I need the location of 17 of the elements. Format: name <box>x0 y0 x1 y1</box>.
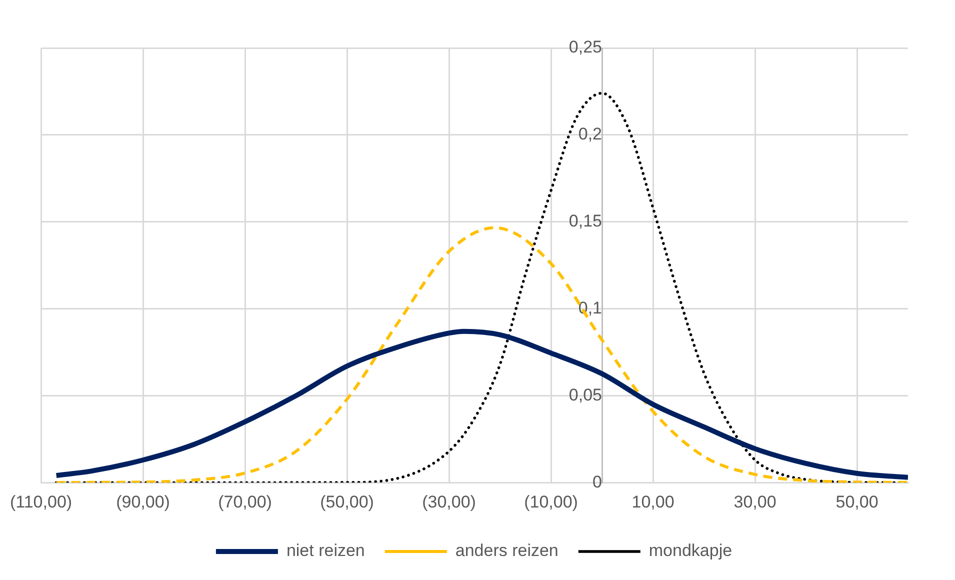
y-tick-label: 0,05 <box>568 385 602 404</box>
x-tick-label: (110,00) <box>10 492 72 512</box>
x-tick-label: (50,00) <box>320 492 374 512</box>
x-tick-label: 30,00 <box>734 492 776 512</box>
legend-label: anders reizen <box>455 541 558 560</box>
y-tick-label: 0,25 <box>568 38 602 57</box>
x-tick-label: (30,00) <box>422 492 476 512</box>
y-tick-label: 0 <box>592 472 602 492</box>
x-tick-label: (90,00) <box>116 492 170 512</box>
x-tick-label: 10,00 <box>632 492 674 512</box>
legend-label: mondkapje <box>648 541 732 560</box>
x-tick-label: (10,00) <box>524 492 578 512</box>
x-tick-label: (70,00) <box>218 492 272 512</box>
x-tick-label: 50,00 <box>836 492 878 512</box>
y-tick-label: 0,2 <box>578 124 602 144</box>
legend-label: niet reizen <box>286 541 365 560</box>
y-tick-label: 0,15 <box>568 212 602 231</box>
